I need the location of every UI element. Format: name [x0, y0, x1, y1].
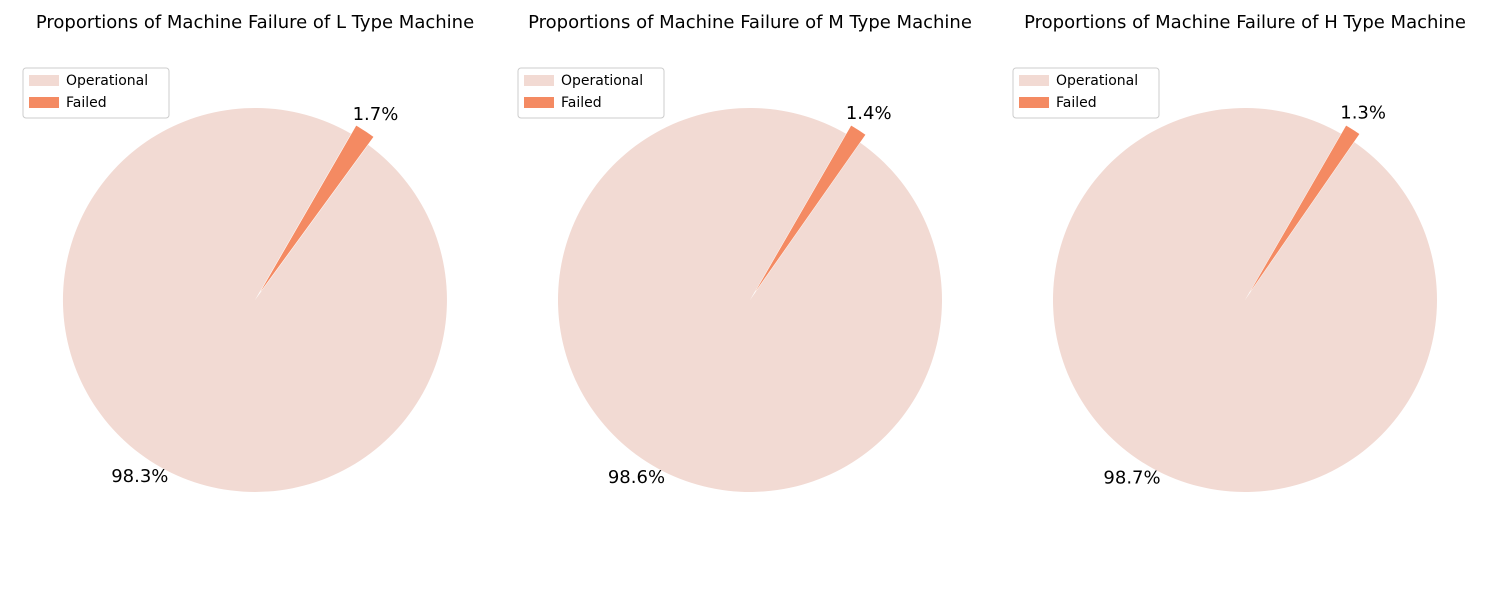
legend-swatch-failed	[1019, 97, 1049, 108]
pie-slice-failed	[1250, 125, 1360, 292]
pie-panel-l-type: Proportions of Machine Failure of L Type…	[22, 12, 474, 492]
legend-label: Failed	[561, 95, 602, 111]
legend-swatch-failed	[524, 97, 554, 108]
pie-panel-m-type: Proportions of Machine Failure of M Type…	[517, 12, 972, 492]
pie-slice-operational	[557, 107, 942, 492]
legend-label: Failed	[1056, 95, 1097, 111]
legend-label: Operational	[561, 73, 643, 89]
legend-swatch-failed	[29, 97, 59, 108]
chart-title: Proportions of Machine Failure of H Type…	[1024, 12, 1466, 33]
pie-slice-failed	[260, 125, 374, 292]
legend-label: Operational	[66, 73, 148, 89]
legend-frame	[1012, 67, 1160, 119]
legend-frame	[517, 67, 665, 119]
legend-label: Failed	[66, 95, 107, 111]
pie-panel-h-type: Proportions of Machine Failure of H Type…	[1012, 12, 1466, 492]
slice-percent-label: 98.6%	[608, 467, 665, 488]
slice-percent-label: 1.3%	[1340, 102, 1386, 123]
slice-percent-label: 1.4%	[846, 103, 892, 124]
legend: Operational Failed	[1012, 67, 1160, 119]
chart-title: Proportions of Machine Failure of L Type…	[36, 12, 474, 33]
chart-title: Proportions of Machine Failure of M Type…	[528, 12, 972, 33]
legend-swatch-operational	[29, 75, 59, 86]
legend-swatch-operational	[1019, 75, 1049, 86]
slice-percent-label: 1.7%	[353, 104, 399, 125]
legend-label: Operational	[1056, 73, 1138, 89]
legend: Operational Failed	[517, 67, 665, 119]
pie-slice-failed	[755, 125, 866, 292]
slice-percent-label: 98.7%	[1103, 467, 1160, 488]
legend-frame	[22, 67, 170, 119]
slice-percent-label: 98.3%	[111, 466, 168, 487]
pie-slice-operational	[62, 107, 447, 492]
legend-swatch-operational	[524, 75, 554, 86]
pie-slice-operational	[1052, 107, 1437, 492]
legend: Operational Failed	[22, 67, 170, 119]
